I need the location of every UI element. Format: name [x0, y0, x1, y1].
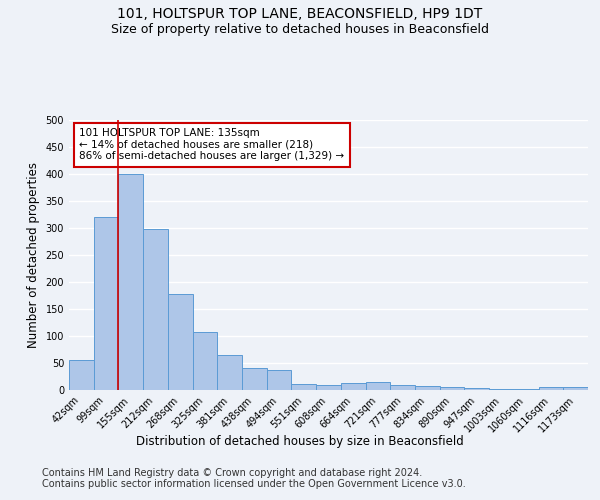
- Y-axis label: Number of detached properties: Number of detached properties: [27, 162, 40, 348]
- Bar: [143, 229, 168, 390]
- Bar: [118, 174, 143, 390]
- Text: Contains HM Land Registry data © Crown copyright and database right 2024.
Contai: Contains HM Land Registry data © Crown c…: [42, 468, 466, 489]
- Bar: [217, 355, 242, 390]
- Bar: [365, 382, 390, 390]
- Bar: [341, 383, 365, 390]
- Bar: [69, 360, 94, 390]
- Bar: [242, 368, 267, 390]
- Text: Distribution of detached houses by size in Beaconsfield: Distribution of detached houses by size …: [136, 435, 464, 448]
- Bar: [292, 384, 316, 390]
- Bar: [267, 370, 292, 390]
- Bar: [193, 332, 217, 390]
- Text: 101 HOLTSPUR TOP LANE: 135sqm
← 14% of detached houses are smaller (218)
86% of : 101 HOLTSPUR TOP LANE: 135sqm ← 14% of d…: [79, 128, 344, 162]
- Bar: [316, 384, 341, 390]
- Bar: [168, 294, 193, 390]
- Text: 101, HOLTSPUR TOP LANE, BEACONSFIELD, HP9 1DT: 101, HOLTSPUR TOP LANE, BEACONSFIELD, HP…: [118, 8, 482, 22]
- Bar: [563, 387, 588, 390]
- Bar: [390, 384, 415, 390]
- Bar: [94, 217, 118, 390]
- Bar: [539, 387, 563, 390]
- Bar: [464, 388, 489, 390]
- Bar: [440, 388, 464, 390]
- Text: Size of property relative to detached houses in Beaconsfield: Size of property relative to detached ho…: [111, 22, 489, 36]
- Bar: [415, 386, 440, 390]
